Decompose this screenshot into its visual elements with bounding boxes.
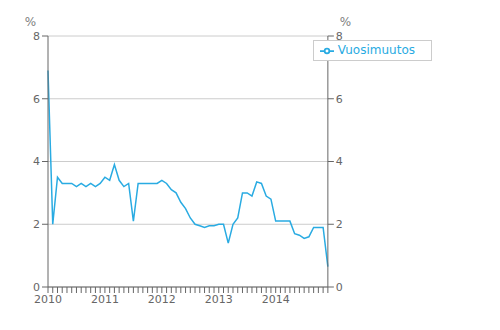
svg-text:8: 8 <box>33 30 40 43</box>
svg-text:%: % <box>25 15 36 29</box>
svg-text:2010: 2010 <box>34 293 62 306</box>
svg-text:4: 4 <box>33 155 40 168</box>
svg-text:0: 0 <box>33 281 40 294</box>
svg-text:2014: 2014 <box>262 293 290 306</box>
svg-text:4: 4 <box>336 155 343 168</box>
svg-text:%: % <box>340 15 351 29</box>
svg-text:6: 6 <box>33 93 40 106</box>
svg-text:2: 2 <box>33 218 40 231</box>
svg-text:2011: 2011 <box>91 293 119 306</box>
svg-text:0: 0 <box>336 281 343 294</box>
svg-text:8: 8 <box>336 30 343 43</box>
svg-text:2012: 2012 <box>148 293 176 306</box>
svg-text:2013: 2013 <box>205 293 233 306</box>
html-text:Vuosimuutos: Vuosimuutos <box>337 43 415 57</box>
svg-text:2: 2 <box>336 218 343 231</box>
svg-text:6: 6 <box>336 93 343 106</box>
